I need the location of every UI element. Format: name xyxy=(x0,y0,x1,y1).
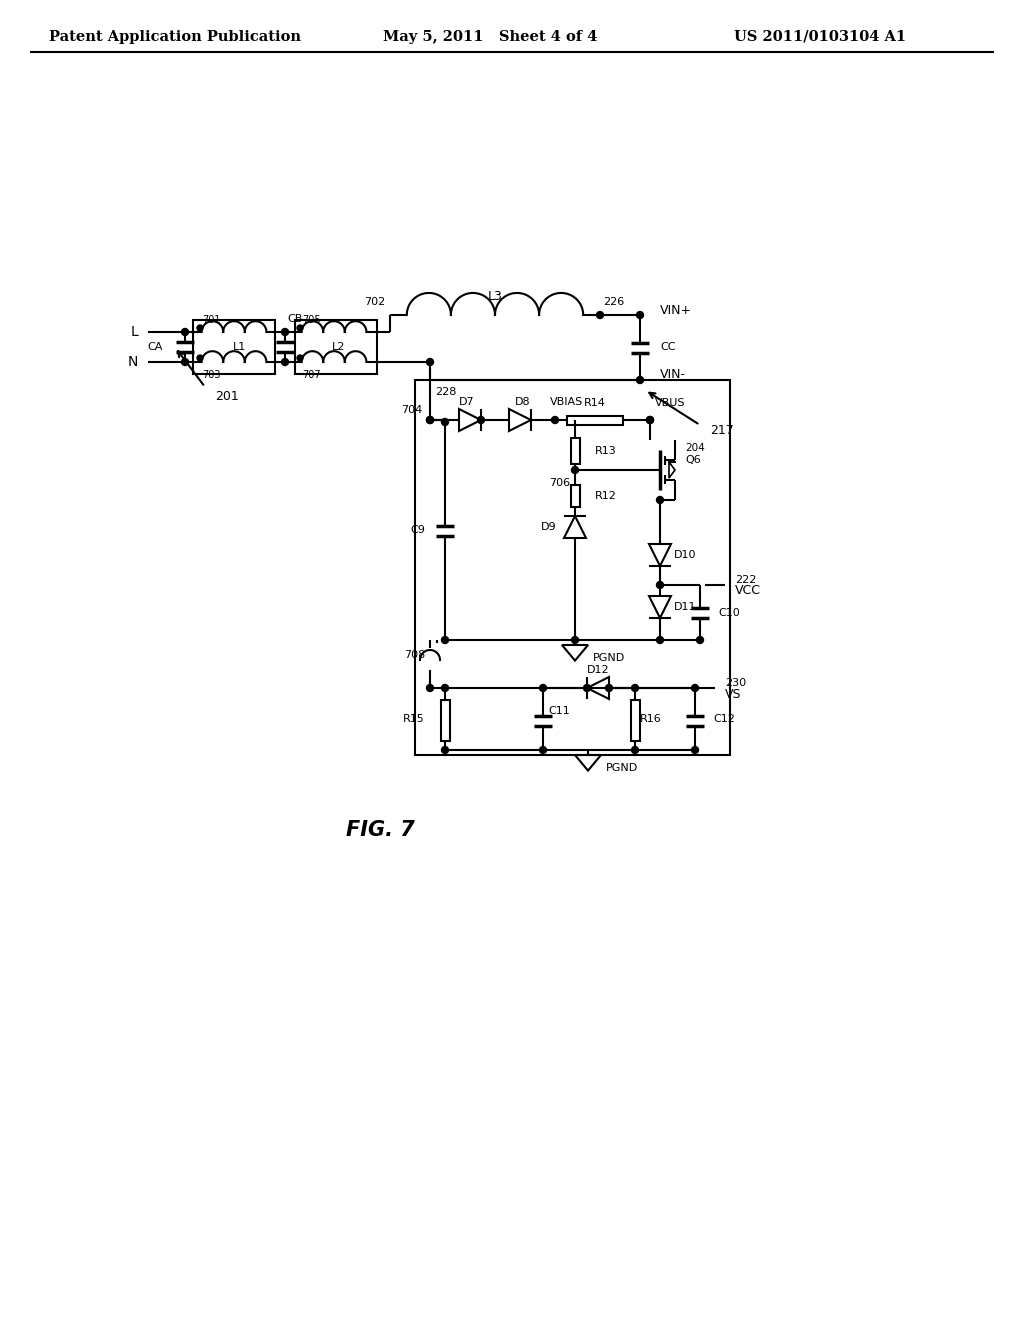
Circle shape xyxy=(477,417,484,424)
Text: US 2011/0103104 A1: US 2011/0103104 A1 xyxy=(734,30,906,44)
Circle shape xyxy=(646,417,653,424)
Circle shape xyxy=(637,312,643,318)
Text: D10: D10 xyxy=(674,550,696,560)
Circle shape xyxy=(571,466,579,474)
Text: VBIAS: VBIAS xyxy=(550,397,584,407)
Circle shape xyxy=(646,417,653,424)
Text: R15: R15 xyxy=(403,714,425,723)
Circle shape xyxy=(691,747,698,754)
Circle shape xyxy=(691,685,698,692)
Text: 707: 707 xyxy=(302,370,321,380)
Text: 708: 708 xyxy=(403,649,425,660)
Bar xyxy=(631,700,640,741)
Text: 217: 217 xyxy=(710,424,734,437)
Text: N: N xyxy=(128,355,138,370)
Bar xyxy=(295,319,377,374)
Circle shape xyxy=(427,417,433,424)
Text: R12: R12 xyxy=(595,491,616,502)
Circle shape xyxy=(181,359,188,366)
Circle shape xyxy=(552,417,558,424)
Circle shape xyxy=(282,359,289,366)
Circle shape xyxy=(197,325,203,331)
Text: R13: R13 xyxy=(595,446,616,455)
Text: D9: D9 xyxy=(542,521,557,532)
Text: L2: L2 xyxy=(333,342,346,352)
Circle shape xyxy=(656,636,664,644)
Text: 228: 228 xyxy=(435,387,457,397)
Circle shape xyxy=(605,685,612,692)
Circle shape xyxy=(427,359,433,366)
Circle shape xyxy=(571,636,579,644)
Text: 702: 702 xyxy=(364,297,385,308)
Circle shape xyxy=(696,636,703,644)
Text: CA: CA xyxy=(147,342,163,352)
Bar xyxy=(570,438,580,465)
Text: VIN+: VIN+ xyxy=(660,304,692,317)
Text: 705: 705 xyxy=(302,315,321,325)
Text: VBUS: VBUS xyxy=(655,399,685,408)
Circle shape xyxy=(441,636,449,644)
Circle shape xyxy=(441,418,449,425)
Circle shape xyxy=(597,312,603,318)
Text: C9: C9 xyxy=(411,525,425,535)
Text: FIG. 7: FIG. 7 xyxy=(346,820,415,840)
Circle shape xyxy=(584,685,591,692)
Text: L1: L1 xyxy=(232,342,246,352)
Circle shape xyxy=(197,355,203,360)
Circle shape xyxy=(637,376,643,384)
Text: 226: 226 xyxy=(603,297,625,308)
Text: May 5, 2011   Sheet 4 of 4: May 5, 2011 Sheet 4 of 4 xyxy=(383,30,597,44)
Text: 222: 222 xyxy=(735,576,757,585)
Text: 706: 706 xyxy=(549,478,570,488)
Circle shape xyxy=(297,355,303,360)
Circle shape xyxy=(656,496,664,503)
Text: CB: CB xyxy=(287,314,302,323)
Circle shape xyxy=(632,747,639,754)
Circle shape xyxy=(427,417,433,424)
Text: PGND: PGND xyxy=(606,763,638,774)
Text: 204: 204 xyxy=(685,444,705,453)
Bar xyxy=(440,700,450,741)
Text: VS: VS xyxy=(725,688,741,701)
Text: Q6: Q6 xyxy=(685,455,700,465)
Text: 704: 704 xyxy=(400,405,422,414)
Text: R16: R16 xyxy=(640,714,662,723)
Circle shape xyxy=(181,329,188,335)
Text: 701: 701 xyxy=(202,315,220,325)
Bar xyxy=(193,319,275,374)
Text: D7: D7 xyxy=(459,397,475,407)
Text: 201: 201 xyxy=(215,391,239,404)
Text: R14: R14 xyxy=(584,399,606,408)
Circle shape xyxy=(282,329,289,335)
Bar xyxy=(415,380,730,755)
Text: PGND: PGND xyxy=(593,653,626,663)
Circle shape xyxy=(297,325,303,331)
Text: L: L xyxy=(130,325,138,339)
Circle shape xyxy=(441,747,449,754)
Text: C10: C10 xyxy=(718,607,739,618)
Text: C12: C12 xyxy=(713,714,735,723)
Text: VCC: VCC xyxy=(735,585,761,598)
Circle shape xyxy=(540,685,547,692)
Bar xyxy=(567,416,623,425)
Text: VIN-: VIN- xyxy=(660,368,686,381)
Text: 703: 703 xyxy=(202,370,220,380)
Circle shape xyxy=(441,685,449,692)
Text: C11: C11 xyxy=(548,706,569,715)
Bar xyxy=(570,484,580,507)
Text: Patent Application Publication: Patent Application Publication xyxy=(49,30,301,44)
Circle shape xyxy=(427,685,433,692)
Circle shape xyxy=(656,582,664,589)
Text: D8: D8 xyxy=(515,397,530,407)
Circle shape xyxy=(632,685,639,692)
Circle shape xyxy=(540,747,547,754)
Text: D11: D11 xyxy=(674,602,696,612)
Text: CC: CC xyxy=(660,342,676,352)
Text: 230: 230 xyxy=(725,678,746,688)
Text: L3: L3 xyxy=(487,290,503,304)
Text: D12: D12 xyxy=(587,665,609,675)
